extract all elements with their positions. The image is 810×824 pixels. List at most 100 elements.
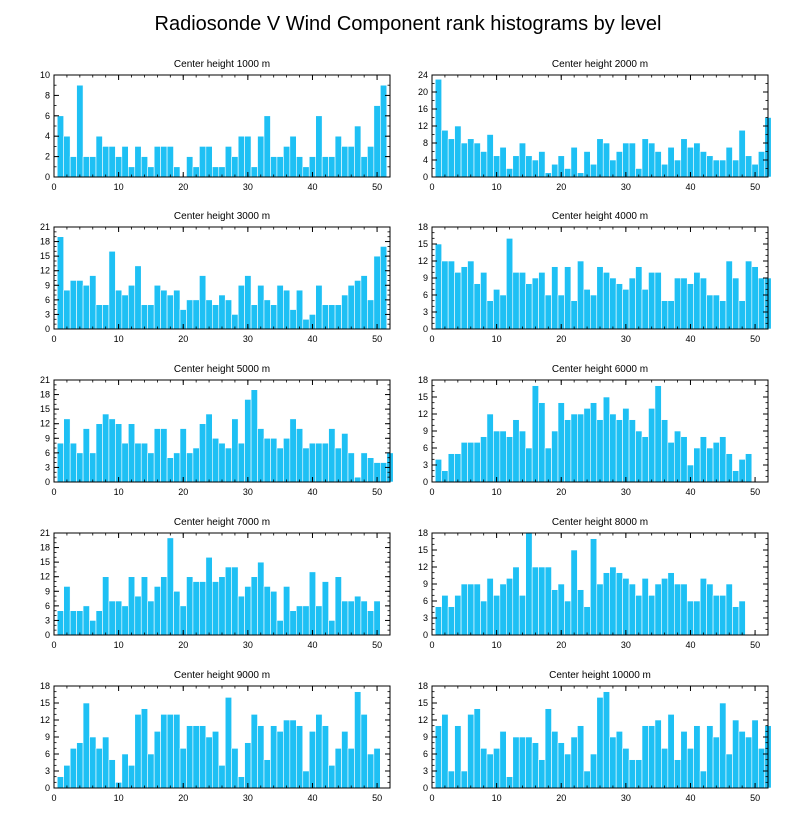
bar xyxy=(56,610,64,636)
bar xyxy=(544,708,552,789)
bar xyxy=(590,294,598,330)
panel-title: Center height 6000 m xyxy=(552,364,648,375)
bar xyxy=(732,277,740,330)
bar xyxy=(680,138,688,178)
bar xyxy=(140,304,148,330)
bar xyxy=(69,442,77,483)
bar xyxy=(538,759,546,789)
bar xyxy=(512,419,520,483)
bar xyxy=(69,156,77,178)
x-tick-label: 0 xyxy=(429,334,434,344)
bar xyxy=(270,304,278,330)
bar xyxy=(367,299,375,330)
bar xyxy=(667,300,675,330)
x-tick-label: 20 xyxy=(556,182,566,192)
bar xyxy=(544,566,552,636)
bar xyxy=(257,561,265,636)
x-tick-label: 50 xyxy=(372,793,382,803)
bar xyxy=(661,748,669,789)
y-tick-label: 3 xyxy=(423,307,428,317)
x-tick-label: 20 xyxy=(178,640,188,650)
bar xyxy=(577,172,585,178)
y-tick-label: 18 xyxy=(418,375,428,385)
panel-10: Center height 10000 m 0 3 6 9 12 15 18 0 10 20 30 40… xyxy=(418,670,772,803)
bar xyxy=(115,423,123,483)
bar xyxy=(661,578,669,636)
y-tick-label: 6 xyxy=(423,596,428,606)
bar xyxy=(493,595,501,636)
bar xyxy=(460,770,468,789)
bar-series xyxy=(56,236,388,330)
bar xyxy=(199,581,207,636)
bar xyxy=(493,748,501,789)
bar xyxy=(212,304,220,330)
y-tick-label: 6 xyxy=(45,295,50,305)
bar xyxy=(596,583,604,636)
bar xyxy=(108,418,116,483)
bar xyxy=(486,753,494,789)
bar xyxy=(525,532,533,636)
y-tick-label: 9 xyxy=(423,579,428,589)
bar xyxy=(121,753,129,789)
bar xyxy=(244,586,252,636)
bar xyxy=(179,428,187,483)
bar xyxy=(648,595,656,636)
bar xyxy=(63,586,71,636)
bar xyxy=(635,759,643,789)
y-tick-label: 12 xyxy=(418,562,428,572)
bar xyxy=(328,304,336,330)
bar xyxy=(596,138,604,178)
x-tick-label: 40 xyxy=(685,640,695,650)
bar xyxy=(199,725,207,789)
bar-series xyxy=(434,385,753,483)
bar xyxy=(108,146,116,178)
bar xyxy=(115,600,123,636)
panel-5: Center height 5000 m 0 3 6 9 12 15 18 21 0 10 20 30 4… xyxy=(40,364,394,497)
bar xyxy=(160,714,168,789)
bar xyxy=(153,731,161,789)
bar xyxy=(69,280,77,330)
bar-series xyxy=(56,84,388,178)
bar xyxy=(250,714,258,789)
x-tick-label: 40 xyxy=(307,334,317,344)
bar xyxy=(360,156,368,178)
bar xyxy=(512,566,520,636)
bar xyxy=(557,583,565,636)
bar xyxy=(467,714,475,789)
bar xyxy=(302,447,310,483)
bar xyxy=(538,272,546,330)
bar xyxy=(454,125,462,178)
bar xyxy=(467,138,475,178)
panel-title: Center height 9000 m xyxy=(174,670,270,681)
x-tick-label: 50 xyxy=(372,182,382,192)
bar xyxy=(289,610,297,636)
bar xyxy=(570,413,578,483)
panel-title: Center height 1000 m xyxy=(174,59,270,70)
bar xyxy=(289,309,297,330)
bar-series xyxy=(434,78,772,178)
x-tick-label: 0 xyxy=(51,640,56,650)
bar xyxy=(347,600,355,636)
bar xyxy=(315,442,323,483)
y-tick-label: 15 xyxy=(418,698,428,708)
y-tick-label: 15 xyxy=(40,698,50,708)
bar xyxy=(531,566,539,636)
bar xyxy=(82,284,90,330)
bar xyxy=(680,731,688,789)
y-tick-label: 4 xyxy=(45,131,50,141)
bar xyxy=(699,770,707,789)
bar xyxy=(699,277,707,330)
bar xyxy=(712,442,720,483)
bar xyxy=(224,146,232,178)
bar xyxy=(334,304,342,330)
y-tick-label: 21 xyxy=(40,375,50,385)
bar xyxy=(512,155,520,178)
bar xyxy=(615,419,623,483)
x-tick-label: 10 xyxy=(492,640,502,650)
bar xyxy=(283,289,291,330)
bar xyxy=(758,277,766,330)
y-tick-label: 6 xyxy=(423,749,428,759)
bar xyxy=(134,714,142,789)
bar xyxy=(686,748,694,789)
bar xyxy=(551,430,559,483)
